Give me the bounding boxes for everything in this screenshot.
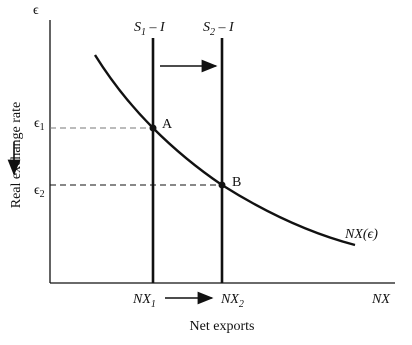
supply-label: S1 – I [134,20,166,38]
level-label: ϵ1 [34,116,45,133]
nx-label: NX1 [132,292,156,310]
supply-label: S2 – I [203,20,235,38]
nx-label: NX2 [220,292,244,310]
point-label: A [162,117,173,132]
x-symbol: NX [371,292,390,307]
point-label: B [232,175,241,190]
nx-curve [93,54,356,247]
point [218,181,226,189]
y-title: Real exchange rate [9,102,24,209]
y-symbol: ϵ [33,3,39,18]
level-label: ϵ2 [34,183,45,200]
point [149,124,157,132]
curve-label: NX(ϵ) [344,227,378,242]
x-title: Net exports [190,319,255,334]
